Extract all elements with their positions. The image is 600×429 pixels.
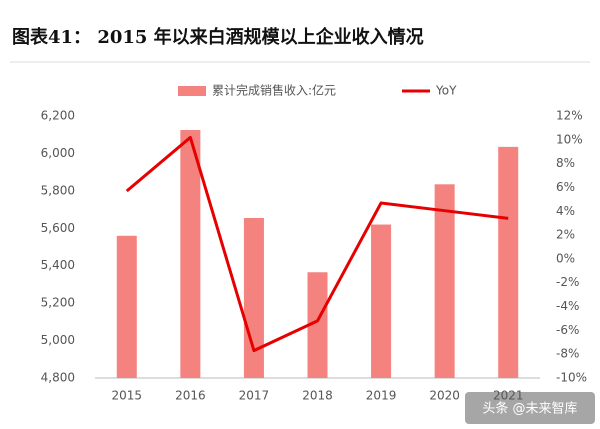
x-tick-label: 2017 <box>239 389 270 403</box>
y2-tick-label: 12% <box>556 109 583 123</box>
y2-tick-label: 6% <box>556 180 575 194</box>
y2-tick-label: 8% <box>556 156 575 170</box>
y-tick-label: 4,800 <box>41 371 75 385</box>
y-tick-label: 5,200 <box>41 296 75 310</box>
y-tick-label: 5,400 <box>41 258 75 272</box>
y2-tick-label: 0% <box>556 251 575 265</box>
y-tick-label: 5,600 <box>41 221 75 235</box>
bar <box>434 184 455 378</box>
y2-tick-label: -6% <box>556 323 579 337</box>
y2-tick-label: -2% <box>556 275 579 289</box>
y2-tick-label: -10% <box>556 371 587 385</box>
y-tick-label: 6,200 <box>41 109 75 123</box>
bar <box>116 235 137 378</box>
bar <box>371 224 392 378</box>
legend-swatch <box>178 86 206 96</box>
bar <box>307 272 328 378</box>
watermark-bg <box>465 392 595 424</box>
line <box>125 135 509 353</box>
bar <box>498 146 519 378</box>
x-tick-label: 2018 <box>302 389 333 403</box>
x-tick-label: 2016 <box>175 389 206 403</box>
watermark: 头条 @未来智库 <box>482 401 577 417</box>
y-tick-label: 5,000 <box>41 333 75 347</box>
x-tick-label: 2015 <box>112 389 143 403</box>
chart-title: 图表41： 2015 年以来白酒规模以上企业收入情况 <box>12 26 424 48</box>
y2-tick-label: 10% <box>556 132 583 146</box>
x-tick-label: 2019 <box>366 389 397 403</box>
legend-label: YoY <box>435 84 457 98</box>
y2-tick-label: -8% <box>556 347 579 361</box>
y-tick-label: 5,800 <box>41 183 75 197</box>
x-tick-label: 2020 <box>429 389 460 403</box>
bar <box>243 217 264 378</box>
y2-tick-label: 4% <box>556 204 575 218</box>
legend-label: 累计完成销售收入:亿元 <box>212 83 336 98</box>
x-tick-label: 2021 <box>493 389 524 403</box>
y2-tick-label: -4% <box>556 299 579 313</box>
bar <box>180 130 201 378</box>
y2-tick-label: 2% <box>556 228 575 242</box>
y-tick-label: 6,000 <box>41 146 75 160</box>
